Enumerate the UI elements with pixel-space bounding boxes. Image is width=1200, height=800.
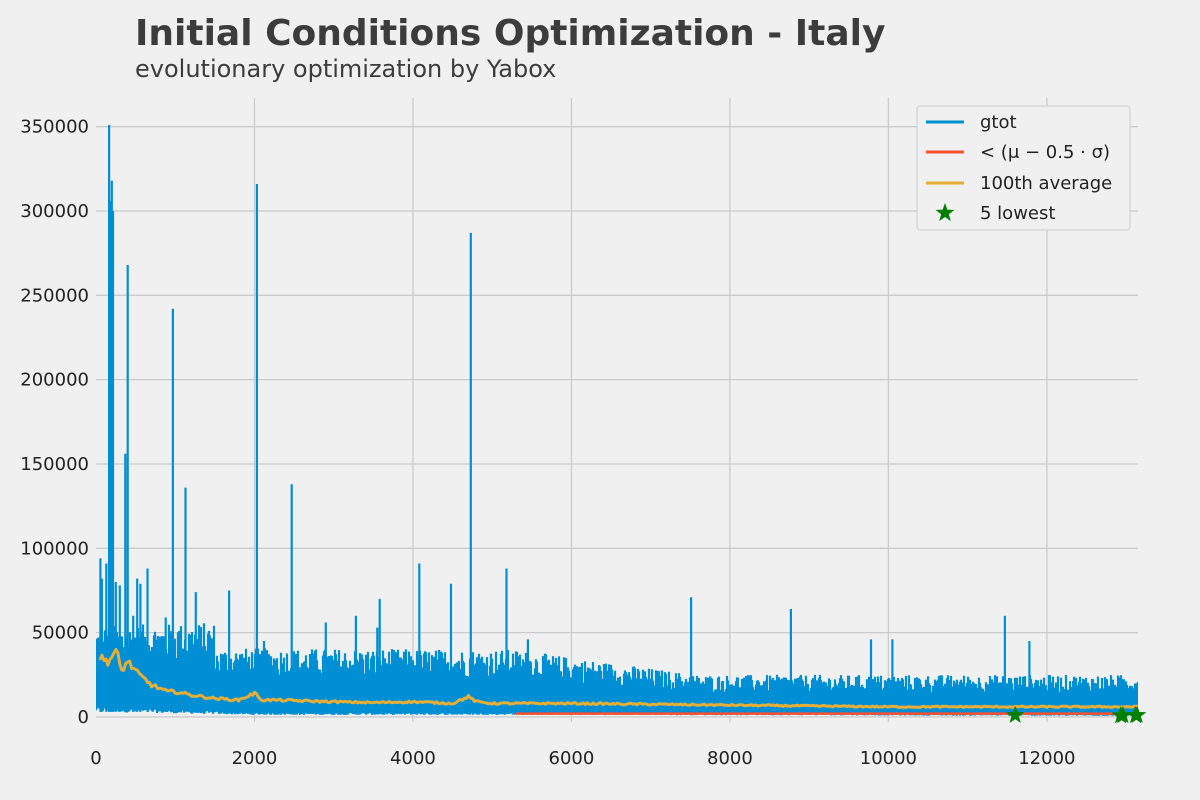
marker-layer	[1005, 705, 1147, 724]
series-gtot	[96, 125, 1138, 716]
y-tick-label: 200000	[20, 370, 89, 391]
y-tick-label: 250000	[20, 285, 89, 306]
legend-swatch-lowest-star-icon	[935, 203, 955, 222]
y-tick-label: 0	[78, 707, 89, 728]
x-tick-label: 12000	[1018, 748, 1075, 769]
x-tick-label: 10000	[860, 748, 917, 769]
legend-label-gtot: gtot	[980, 112, 1017, 133]
legend-box	[916, 105, 1131, 231]
lowest-point-star-icon	[1005, 705, 1025, 724]
axis-ticks: 0500001000001500002000002500003000003500…	[20, 117, 1075, 769]
legend-label-lowest: 5 lowest	[980, 203, 1055, 224]
legend-label-average: 100th average	[980, 173, 1112, 194]
y-tick-label: 300000	[20, 201, 89, 222]
lowest-point-star-icon	[1127, 705, 1147, 724]
chart-subtitle: evolutionary optimization by Yabox	[135, 55, 557, 83]
legend: gtot < (μ − 0.5 · σ) 100th average 5 low…	[916, 105, 1131, 231]
x-tick-label: 6000	[549, 748, 595, 769]
y-tick-label: 350000	[20, 117, 89, 138]
y-tick-label: 100000	[20, 538, 89, 559]
series-layer	[96, 125, 1138, 716]
x-tick-label: 4000	[390, 748, 436, 769]
chart-title: Initial Conditions Optimization - Italy	[135, 13, 886, 54]
x-tick-label: 2000	[232, 748, 278, 769]
y-tick-label: 150000	[20, 454, 89, 475]
y-tick-label: 50000	[32, 623, 89, 644]
x-tick-label: 8000	[707, 748, 753, 769]
series-100th-average	[98, 647, 1138, 709]
legend-label-threshold: < (μ − 0.5 · σ)	[980, 142, 1110, 163]
x-tick-label: 0	[90, 748, 101, 769]
